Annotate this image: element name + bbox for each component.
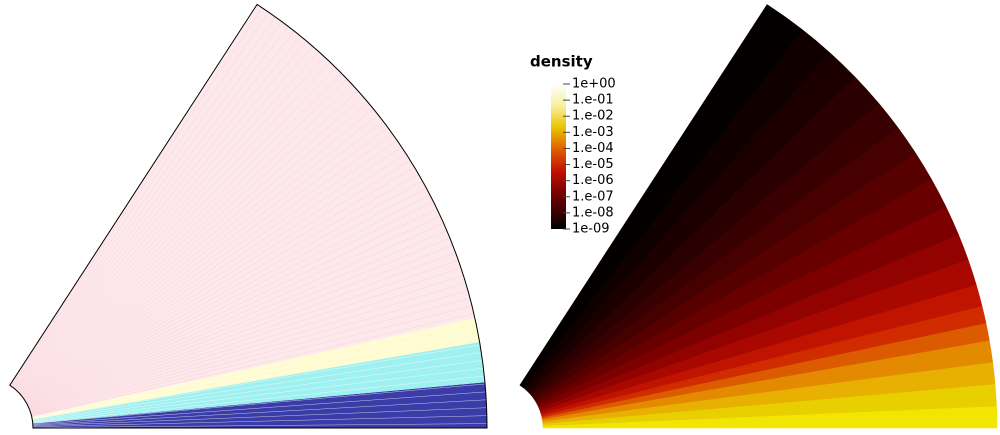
density-wedge (519, 4, 998, 429)
mesh-line (31, 297, 471, 416)
colorbar-tick-label: 1.e-01 (572, 93, 614, 108)
mesh-line (26, 180, 423, 404)
colorbar-tick-label: 1.e-05 (572, 157, 614, 172)
mesh-line (12, 21, 282, 388)
mesh-line (32, 415, 487, 428)
colorbar-tick-label: 1.e-02 (572, 109, 614, 124)
mesh-line (15, 51, 319, 391)
mesh-line (31, 321, 476, 418)
mesh-line (17, 67, 337, 392)
mesh-line (32, 336, 479, 420)
mesh-line (32, 423, 487, 428)
mesh-line (32, 399, 487, 426)
mesh-line (24, 153, 407, 401)
mesh-line (30, 275, 464, 413)
mesh-line (25, 166, 415, 402)
mesh-line (21, 114, 379, 397)
mesh-line (32, 383, 486, 424)
mesh-line (28, 215, 441, 407)
mesh-line (29, 245, 453, 410)
mesh-band (9, 4, 475, 417)
mesh-line (31, 328, 478, 419)
mesh-outline (9, 3, 488, 429)
mesh-line (13, 30, 295, 389)
mesh-line (20, 96, 364, 395)
mesh-line (32, 375, 485, 424)
colorbar-title: density (530, 53, 593, 71)
mesh-line (28, 230, 447, 409)
colorbar (551, 84, 566, 229)
mesh-line (11, 16, 276, 387)
mesh-line (19, 90, 359, 395)
mesh-line (28, 223, 444, 408)
mesh-line (32, 407, 487, 427)
mesh-line (27, 201, 434, 406)
mesh-line (30, 267, 461, 413)
colorbar-tick-label: 1.e-03 (572, 125, 614, 140)
mesh-line (14, 40, 307, 390)
colorbar-tick-label: 1.e-08 (572, 205, 614, 220)
mesh-line (22, 127, 389, 398)
mesh-line (23, 133, 393, 399)
mesh-line (32, 344, 481, 420)
mesh-line (19, 84, 353, 394)
mesh-line (32, 352, 482, 421)
mesh-line (27, 208, 438, 407)
mesh-line (31, 313, 474, 417)
colorbar-tick-label: 1e+00 (572, 77, 616, 92)
mesh-line (25, 173, 419, 403)
mesh-line (13, 35, 301, 389)
mesh-wedge (9, 3, 488, 429)
colorbar-tick-label: 1.e-04 (572, 141, 614, 156)
mesh-line (21, 108, 374, 396)
mesh-line (16, 56, 325, 391)
mesh-line (10, 7, 263, 386)
mesh-line (20, 102, 369, 396)
mesh-line (23, 140, 398, 400)
mesh-line (29, 237, 450, 410)
mesh-line (27, 194, 431, 405)
mesh-line (26, 187, 427, 404)
colorbar-tick-label: 1e-09 (572, 222, 610, 237)
mesh-line (22, 121, 384, 398)
mesh-line (30, 260, 459, 412)
mesh-line (18, 73, 342, 393)
mesh-line (31, 305, 473, 416)
mesh-line (24, 146, 402, 400)
density-band (519, 4, 804, 389)
mesh-line (30, 282, 466, 414)
mesh-line (31, 290, 468, 415)
mesh-line (12, 26, 289, 388)
colorbar-tick-label: 1.e-06 (572, 173, 614, 188)
mesh-line (32, 391, 486, 425)
mesh-line (10, 12, 269, 387)
mesh-line (25, 160, 411, 402)
mesh-line (29, 252, 456, 411)
colorbar-tick-label: 1.e-07 (572, 189, 614, 204)
mesh-line (18, 78, 348, 393)
colorbar-axis: 1e+001.e-011.e-021.e-031.e-041.e-051.e-0… (563, 77, 616, 237)
mesh-line (32, 367, 484, 423)
mesh-line (16, 62, 331, 392)
mesh-line (15, 46, 313, 390)
mesh-line (32, 360, 483, 422)
